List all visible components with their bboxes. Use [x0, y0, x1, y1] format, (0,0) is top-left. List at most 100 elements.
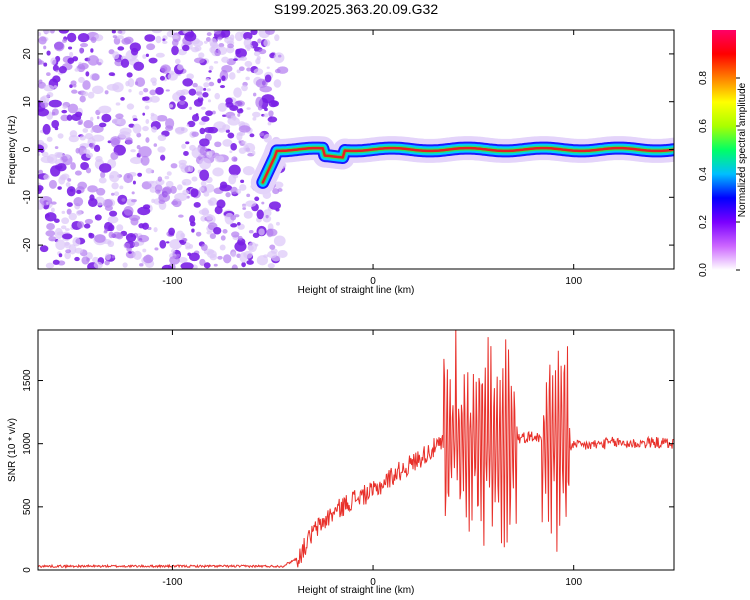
spectrogram-y-tick-label: 20 [22, 48, 33, 60]
noise-blob [87, 55, 99, 66]
noise-blob [50, 165, 61, 177]
noise-blob [208, 81, 215, 87]
noise-blob [71, 89, 78, 94]
noise-blob [125, 80, 130, 87]
noise-blob [95, 155, 103, 163]
noise-blob [115, 102, 121, 106]
noise-blob [266, 228, 274, 237]
noise-blob [48, 99, 62, 108]
noise-blob [169, 239, 182, 250]
noise-blob [144, 105, 150, 110]
noise-blob [188, 88, 197, 96]
noise-blob [44, 212, 57, 222]
noise-blob [58, 176, 66, 185]
noise-blob [52, 64, 59, 72]
noise-blob [61, 217, 70, 225]
noise-blob [165, 89, 170, 92]
noise-blob [61, 109, 68, 114]
noise-blob [70, 162, 76, 170]
noise-blob [229, 150, 233, 154]
noise-blob [154, 184, 163, 192]
noise-blob [55, 69, 59, 73]
noise-blob [142, 125, 149, 132]
noise-blob [57, 186, 62, 190]
noise-blob [54, 127, 59, 131]
chart-title: S199.2025.363.20.09.G32 [274, 1, 438, 17]
noise-blob [74, 256, 80, 262]
noise-blob [84, 218, 94, 225]
snr-x-label: Height of straight line (km) [298, 585, 415, 596]
noise-blob [231, 264, 238, 269]
noise-blob [116, 224, 124, 232]
noise-blob [268, 110, 274, 117]
noise-blob [112, 35, 118, 39]
noise-blob [182, 78, 194, 87]
noise-blob [218, 42, 225, 48]
noise-blob [82, 80, 91, 90]
noise-blob [100, 171, 106, 179]
noise-blob [64, 251, 71, 260]
noise-blob [132, 241, 140, 247]
noise-blob [175, 89, 186, 97]
noise-blob [104, 253, 111, 261]
noise-blob [73, 197, 84, 207]
noise-blob [209, 233, 217, 239]
spectrogram-x-tick-label: 100 [565, 276, 582, 287]
noise-blob [236, 221, 241, 226]
noise-blob [245, 200, 257, 208]
noise-blob [203, 87, 207, 91]
noise-blob [104, 90, 109, 95]
noise-blob [132, 118, 138, 122]
noise-blob [92, 256, 100, 263]
noise-blob [60, 114, 70, 122]
noise-blob [227, 132, 235, 139]
noise-blob [82, 128, 89, 133]
noise-blob [159, 239, 167, 249]
noise-blob [155, 35, 162, 44]
noise-blob [271, 255, 281, 262]
noise-blob [51, 111, 56, 116]
noise-blob [108, 224, 115, 232]
noise-blob [50, 207, 55, 213]
noise-blob [97, 62, 102, 66]
noise-blob [232, 174, 239, 179]
noise-blob [67, 103, 79, 114]
noise-blob [199, 127, 206, 135]
noise-blob [165, 241, 170, 244]
noise-blob [177, 256, 188, 264]
noise-blob [217, 36, 223, 41]
noise-blob [90, 36, 97, 43]
noise-blob [273, 52, 285, 64]
noise-blob [62, 105, 68, 109]
noise-blob [175, 253, 181, 257]
noise-blob [88, 232, 93, 237]
noise-blob [130, 47, 139, 56]
noise-blob [264, 74, 272, 83]
spectrogram-x-ticks: -100 0 100 [162, 30, 582, 287]
noise-blob [77, 33, 90, 43]
noise-blob [145, 53, 149, 57]
noise-blob [209, 65, 214, 71]
noise-blob [55, 239, 66, 251]
noise-blob [43, 62, 48, 67]
noise-blob [76, 64, 86, 73]
noise-blob [46, 201, 49, 205]
noise-blob [184, 31, 197, 42]
noise-blob [112, 118, 122, 125]
noise-blob [231, 251, 237, 258]
noise-blob [110, 151, 119, 160]
snr-background [38, 330, 674, 570]
noise-blob [171, 39, 179, 47]
noise-blob [142, 54, 147, 59]
spectrogram-x-label: Height of straight line (km) [298, 285, 415, 296]
spectrogram-y-tick-label: 10 [22, 96, 33, 108]
noise-blob [50, 57, 57, 66]
noise-blob [43, 174, 50, 180]
noise-blob [98, 105, 112, 114]
noise-blob [41, 151, 49, 157]
noise-blob [230, 223, 238, 228]
noise-blob [136, 144, 141, 150]
noise-blob [65, 249, 72, 254]
noise-blob [158, 192, 171, 203]
noise-blob [199, 258, 206, 266]
